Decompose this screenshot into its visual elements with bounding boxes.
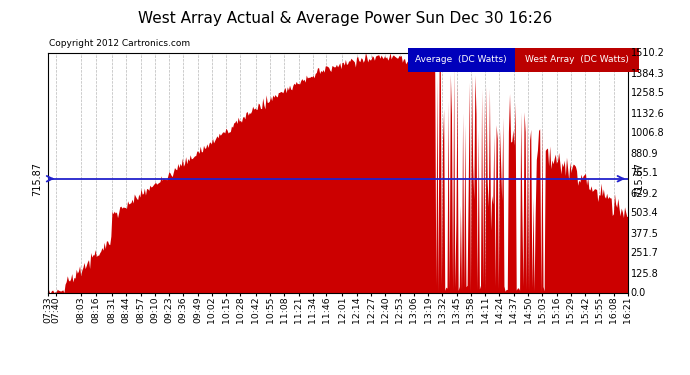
Text: Average  (DC Watts): Average (DC Watts) xyxy=(415,55,507,64)
Text: Copyright 2012 Cartronics.com: Copyright 2012 Cartronics.com xyxy=(50,39,190,48)
FancyBboxPatch shape xyxy=(408,48,515,72)
FancyBboxPatch shape xyxy=(515,48,640,72)
Text: West Array  (DC Watts): West Array (DC Watts) xyxy=(525,55,629,64)
Text: West Array Actual & Average Power Sun Dec 30 16:26: West Array Actual & Average Power Sun De… xyxy=(138,11,552,26)
Text: 715.87: 715.87 xyxy=(32,162,43,196)
Text: 715.87: 715.87 xyxy=(633,162,644,196)
